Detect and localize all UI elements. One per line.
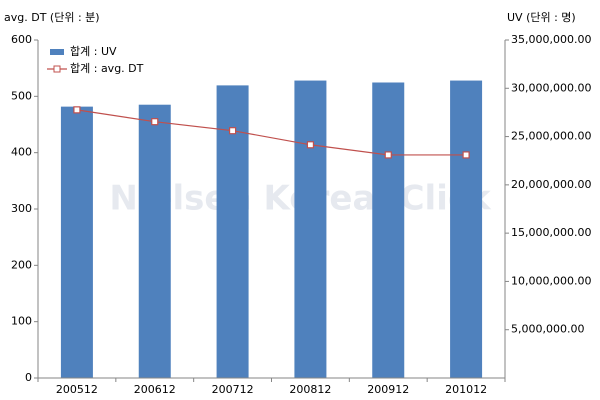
y2-tick-label: 5,000,000.00 <box>511 323 584 336</box>
bar <box>450 80 483 378</box>
legend-swatch <box>53 65 61 73</box>
x-tick-label: 200712 <box>212 383 254 396</box>
legend-label: 합계 : avg. DT <box>70 62 144 75</box>
legend-swatch <box>50 49 64 55</box>
y2-axis-title: UV (단위 : 명) <box>507 11 576 24</box>
line-marker <box>73 106 81 114</box>
line-marker <box>228 127 237 135</box>
line-marker <box>462 151 470 159</box>
x-tick-label: 201012 <box>445 383 487 396</box>
line-marker <box>306 141 315 149</box>
line-marker <box>151 118 159 126</box>
line-marker <box>384 151 392 159</box>
y2-tick-label: 35,000,000.00 <box>511 33 591 46</box>
y2-tick-label: 15,000,000.00 <box>511 226 591 239</box>
bar <box>294 80 327 378</box>
legend-label: 합계 : UV <box>70 45 117 58</box>
y-tick-label: 200 <box>11 258 32 271</box>
line <box>76 109 467 156</box>
y2-tick-label: 10,000,000.00 <box>511 274 591 287</box>
y-tick-label: 300 <box>11 202 32 215</box>
x-tick-label: 200912 <box>367 383 409 396</box>
x-tick-label: 200812 <box>289 383 331 396</box>
x-tick-label: 200612 <box>134 383 176 396</box>
y2-tick-label: 25,000,000.00 <box>511 130 591 143</box>
x-tick-label: 200512 <box>56 383 98 396</box>
bar <box>138 104 171 379</box>
y-tick-label: 100 <box>11 315 32 328</box>
y2-tick-label: 30,000,000.00 <box>511 81 591 94</box>
bar <box>60 106 93 379</box>
y-axis-title: avg. DT (단위 : 분) <box>4 11 100 24</box>
y-tick-label: 400 <box>11 146 32 159</box>
bar <box>372 82 405 379</box>
y-tick-label: 500 <box>11 89 32 102</box>
y-tick-label: 600 <box>11 33 32 46</box>
y2-tick-label: 20,000,000.00 <box>511 178 591 191</box>
y-tick-label: 0 <box>25 371 32 384</box>
